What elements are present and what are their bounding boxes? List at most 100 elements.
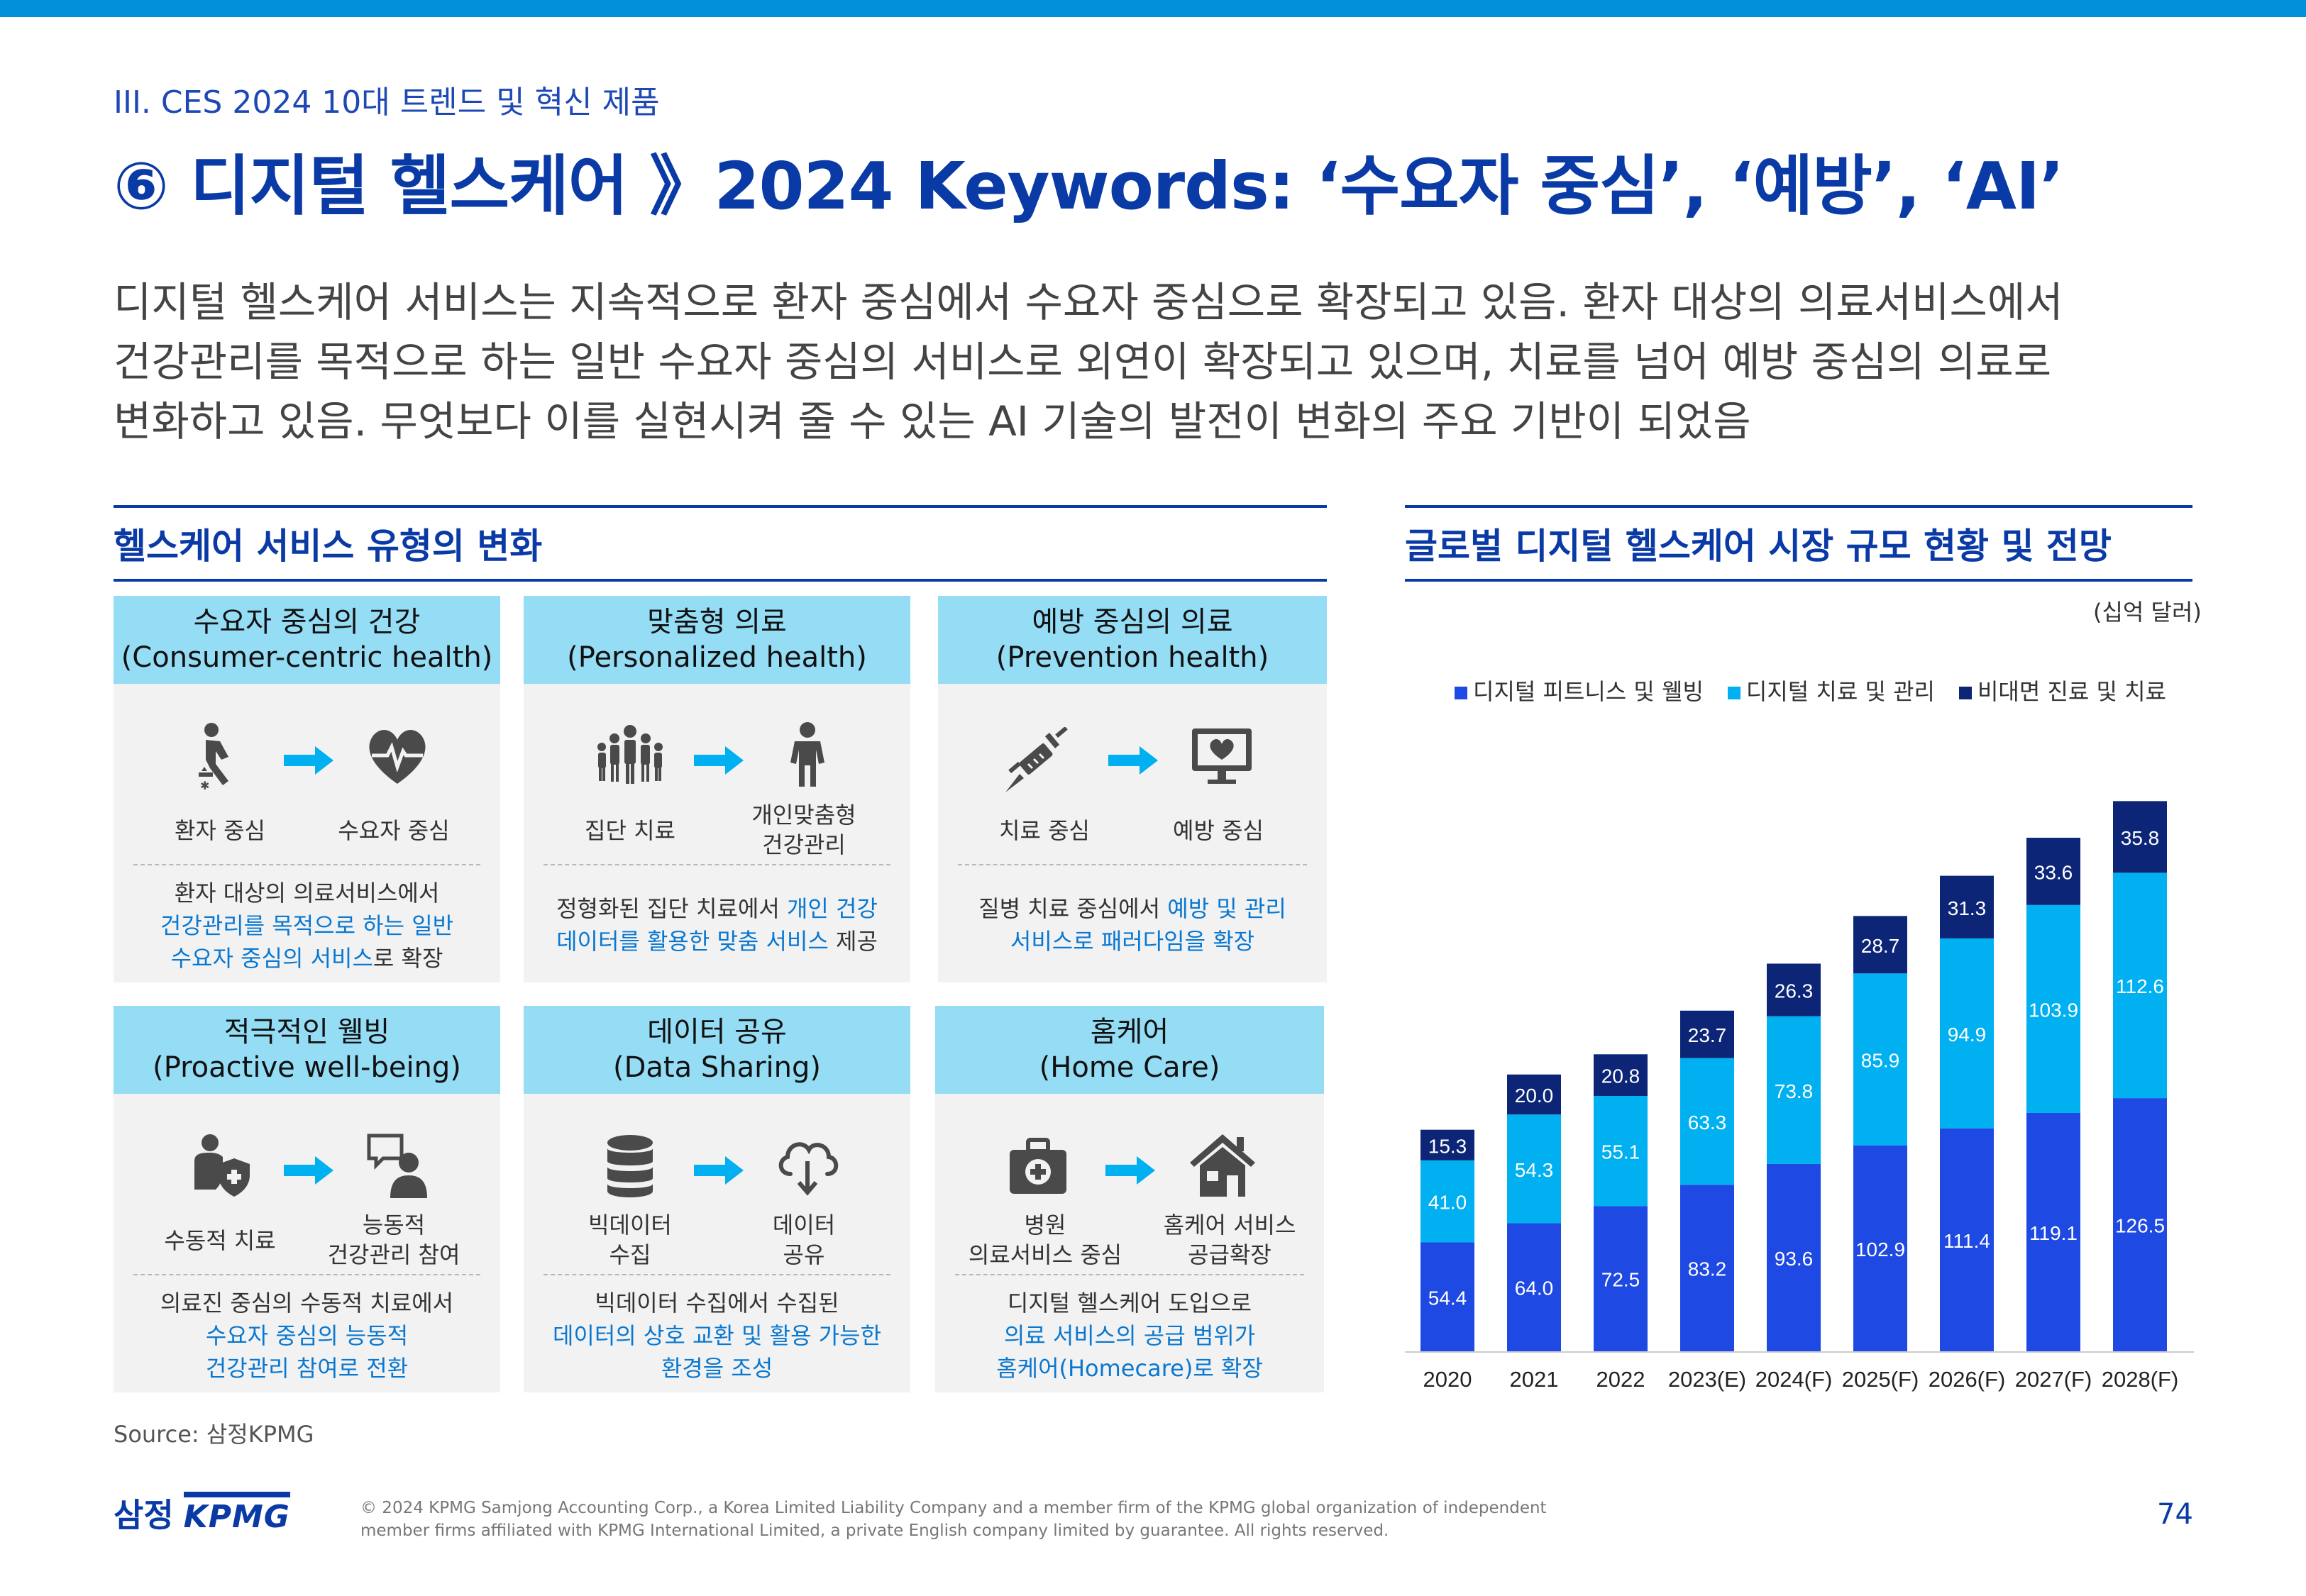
legend-item: 디지털 피트니스 및 웰빙 [1455, 674, 1704, 706]
desc-highlight: 의료 서비스의 공급 범위가 [1003, 1322, 1256, 1349]
card-title-en: (Home Care) [1039, 1051, 1220, 1084]
data-label: 35.8 [2121, 827, 2160, 849]
bar-segment [1680, 1010, 1734, 1058]
bar-segment [1594, 1206, 1648, 1351]
cloud-download-icon [778, 1142, 839, 1196]
to-label: 데이터 공유 [719, 1210, 889, 1270]
x-tick-label: 2022 [1596, 1367, 1645, 1392]
card-prevention: 예방 중심의 의료 (Prevention health) 치료 중심 예방 중… [938, 596, 1327, 982]
bar-segment [2026, 838, 2080, 905]
desc-highlight: 서비스로 패러다임을 확장 [1010, 928, 1255, 955]
card-title-ko: 맞춤형 의료 [647, 606, 787, 638]
data-label: 112.6 [2116, 975, 2164, 997]
card-description: 환자 대상의 의료서비스에서 건강관리를 목적으로 하는 일반 수요자 중심의 … [114, 877, 500, 975]
x-tick-label: 2021 [1510, 1367, 1559, 1392]
data-label: 20.0 [1515, 1085, 1554, 1107]
from-label: 치료 중심 [999, 817, 1090, 844]
desc-text: 정형화된 집단 치료에서 [556, 895, 787, 922]
card-header: 맞춤형 의료 (Personalized health) [524, 596, 910, 684]
x-tick-label: 2027(F) [2015, 1367, 2092, 1392]
data-label: 111.4 [1943, 1230, 1990, 1252]
from-label: 집단 치료 [585, 817, 675, 844]
data-label: 119.1 [2029, 1222, 2078, 1244]
data-label: 94.9 [1948, 1024, 1987, 1046]
x-tick-label: 2028(F) [2102, 1367, 2179, 1392]
page-number: 74 [2157, 1498, 2193, 1531]
right-section-heading: 글로벌 디지털 헬스케어 시장 규모 현황 및 전망 [1405, 505, 2192, 582]
bar-segment [1420, 1242, 1474, 1351]
monitor-heart-icon [1192, 728, 1252, 784]
legend-item: 비대면 진료 및 치료 [1958, 674, 2166, 706]
legend-swatch [1455, 687, 1467, 699]
desc-line: 디지털 헬스케어 도입으로 [1007, 1290, 1252, 1317]
card-title-en: (Data Sharing) [613, 1051, 821, 1084]
card-description: 질병 치료 중심에서 예방 및 관리 서비스로 패러다임을 확장 [938, 892, 1327, 958]
page-title: ⑥ 디지털 헬스케어 》2024 Keywords: ‘수요자 중심’, ‘예방… [114, 148, 2064, 224]
data-label: 23.7 [1688, 1024, 1727, 1046]
data-label: 54.4 [1428, 1287, 1467, 1309]
card-header: 적극적인 웰빙 (Proactive well-being) [114, 1006, 500, 1094]
card-header: 예방 중심의 의료 (Prevention health) [938, 596, 1327, 684]
card-description: 디지털 헬스케어 도입으로 의료 서비스의 공급 범위가 홈케어(Homecar… [935, 1287, 1324, 1385]
to-label: 능동적 건강관리 참여 [309, 1210, 479, 1270]
x-tick-label: 2020 [1423, 1367, 1472, 1392]
data-label: 31.3 [1948, 897, 1987, 919]
lead-line: 건강관리를 목적으로 하는 일반 수요자 중심의 서비스로 외연이 확장되고 있… [114, 338, 2052, 386]
bar-segment [1940, 1128, 1994, 1351]
from-label-line: 의료서비스 중심 [968, 1241, 1122, 1268]
from-label: 병원 의료서비스 중심 [949, 1210, 1141, 1270]
card-title-ko: 적극적인 웰빙 [224, 1016, 390, 1048]
card-title-en: (Personalized health) [567, 641, 867, 674]
data-label: 54.3 [1515, 1159, 1554, 1181]
data-label: 72.5 [1601, 1269, 1640, 1291]
desc-text: 로 확장 [373, 945, 443, 972]
data-label: 64.0 [1515, 1278, 1554, 1299]
desc-line: 의료진 중심의 수동적 치료에서 [160, 1290, 454, 1317]
bar-segment [2026, 904, 2080, 1113]
market-size-chart: 54.4 41.0 15.3 2020 64.0 54.3 20.0 2021 72.5 55.1… [1405, 801, 2194, 1392]
bar-segment [1853, 916, 1907, 974]
svg-text:✱: ✱ [200, 779, 209, 791]
desc-line: 데이터를 활용한 맞춤 서비스 제공 [524, 925, 910, 958]
data-label: 20.8 [1601, 1065, 1640, 1087]
divider [544, 864, 890, 865]
legend-item: 디지털 치료 및 관리 [1727, 674, 1935, 706]
data-label: 83.2 [1688, 1258, 1727, 1280]
bar-segment [1420, 1160, 1474, 1243]
desc-highlight: 환경을 조성 [661, 1355, 773, 1382]
bar-segment [2113, 1098, 2167, 1351]
card-title-ko: 데이터 공유 [647, 1016, 787, 1048]
card-title-ko: 수요자 중심의 건강 [193, 606, 421, 638]
x-tick-label: 2024(F) [1755, 1367, 1833, 1392]
to-label: 홈케어 서비스 공급확장 [1141, 1210, 1318, 1270]
patient-fall-icon: ✱ [199, 723, 228, 791]
desc-highlight: 홈케어(Homecare)로 확장 [996, 1355, 1263, 1382]
left-section-heading: 헬스케어 서비스 유형의 변화 [114, 505, 1327, 582]
syringe-icon [1005, 727, 1068, 792]
chart-unit: (십억 달러) [2093, 599, 2202, 626]
arrow-right-icon [694, 1156, 744, 1185]
desc-text: 질병 치료 중심에서 [978, 895, 1168, 922]
person-shield-icon [194, 1134, 250, 1197]
to-label-line: 공유 [783, 1241, 825, 1268]
card-proactive-wellbeing: 적극적인 웰빙 (Proactive well-being) 수동적 치료 능동… [114, 1006, 500, 1392]
arrow-right-icon [1105, 1156, 1155, 1185]
chart-legend: 디지털 피트니스 및 웰빙 디지털 치료 및 관리 비대면 진료 및 치료 [1455, 674, 2166, 706]
legend-swatch [1727, 687, 1740, 699]
top-accent-bar [0, 0, 2306, 17]
lead-paragraph: 디지털 헬스케어 서비스는 지속적으로 환자 중심에서 수요자 중심으로 확장되… [114, 272, 2171, 451]
desc-line: 정형화된 집단 치료에서 개인 건강 [524, 892, 910, 925]
from-label-line: 병원 [1024, 1212, 1066, 1238]
data-label: 63.3 [1688, 1112, 1727, 1134]
to-label-line: 홈케어 서비스 [1163, 1212, 1296, 1238]
data-label: 28.7 [1861, 935, 1900, 957]
home-icon [1190, 1134, 1255, 1197]
bar-segment [1767, 963, 1821, 1016]
data-label: 85.9 [1861, 1049, 1900, 1071]
arrow-right-icon [1108, 746, 1158, 775]
bar-segment [1507, 1114, 1561, 1224]
data-label: 73.8 [1775, 1080, 1814, 1102]
to-label-line: 공급확장 [1188, 1241, 1271, 1268]
bar-segment [1853, 973, 1907, 1146]
to-label-line: 건강관리 [762, 831, 846, 858]
